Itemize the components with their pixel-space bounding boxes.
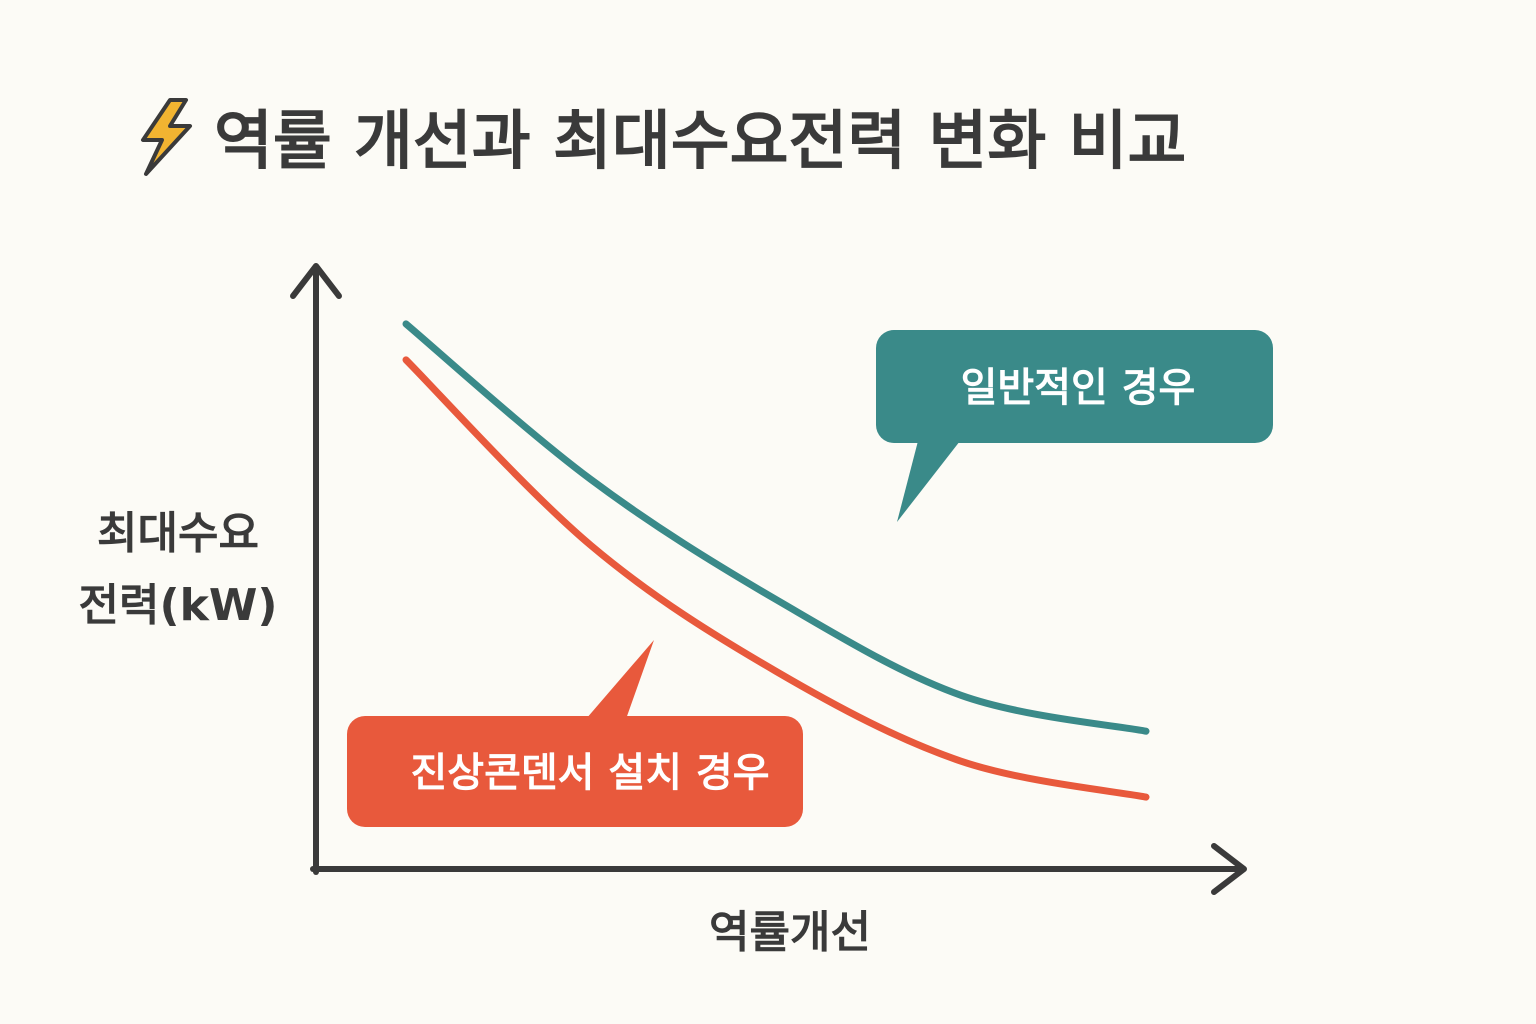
callout-capacitor-label: 진상콘덴서 설치 경우 (410, 750, 769, 796)
x-axis (310, 843, 1247, 895)
callout-capacitor: 진상콘덴서 설치 경우 (347, 640, 803, 827)
lightning-bolt-icon (141, 98, 192, 176)
y-axis-arrow (290, 263, 342, 299)
callout-general: 일반적인 경우 (876, 330, 1273, 522)
series-line-capacitor (402, 356, 1150, 801)
y-axis-label-line-1: 최대수요 (97, 508, 259, 559)
chart-title: 역률 개선과 최대수요전력 변화 비교 (214, 105, 1186, 179)
y-axis (290, 263, 342, 875)
callout-general-label: 일반적인 경우 (961, 365, 1196, 411)
y-axis-label-line-2: 전력(kW) (79, 580, 278, 631)
x-axis-arrow (1211, 843, 1247, 895)
series-line-general (402, 320, 1150, 735)
x-axis-label: 역률개선 (709, 907, 871, 958)
